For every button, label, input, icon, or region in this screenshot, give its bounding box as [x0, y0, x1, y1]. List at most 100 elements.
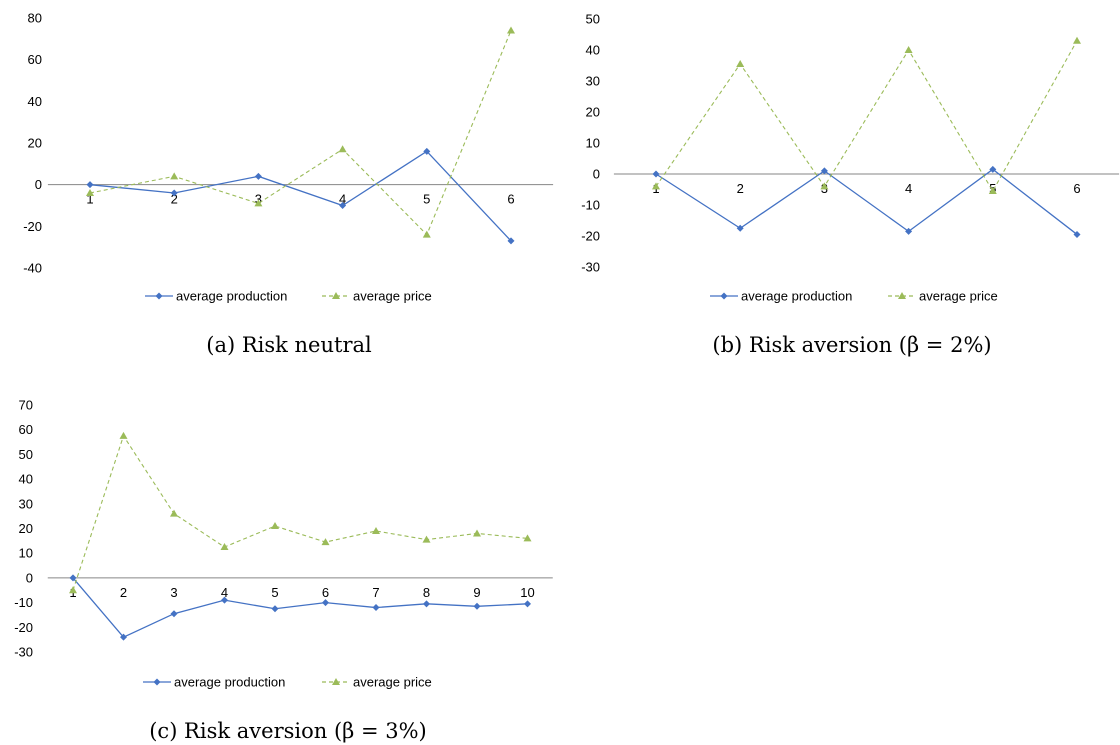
data-point-production — [507, 237, 515, 245]
data-point-production — [1073, 230, 1081, 238]
series-line-price — [89, 30, 512, 236]
y-tick-label: -20 — [581, 229, 600, 244]
legend-label: average production — [176, 289, 287, 304]
data-point-production — [473, 602, 481, 610]
data-point-production — [69, 574, 77, 582]
legend-marker — [332, 292, 340, 299]
series-line-production — [72, 577, 528, 638]
data-point-price — [473, 529, 481, 537]
data-point-price — [372, 526, 380, 534]
x-tick-label: 2 — [737, 181, 744, 196]
y-tick-label: 70 — [19, 398, 33, 413]
data-point-production — [170, 610, 178, 618]
data-point-price — [119, 431, 128, 439]
x-tick-label: 5 — [271, 585, 278, 600]
data-point-production — [423, 147, 431, 155]
legend-item-production: average production — [145, 289, 287, 304]
data-point-price — [422, 535, 431, 543]
chart-panel-1: 80 60 40 20 0 -20 -40 1 2 3 4 5 6 average production a… — [23, 11, 554, 357]
data-point-price — [820, 182, 829, 190]
x-tick-label: 6 — [507, 192, 514, 207]
y-tick-label: -30 — [14, 645, 33, 660]
data-point-production — [339, 202, 347, 209]
y-tick-label: 60 — [19, 422, 33, 437]
y-tick-label: 20 — [586, 105, 600, 120]
data-point-production — [989, 165, 997, 173]
x-tick-label: 7 — [372, 585, 379, 600]
x-tick-label: 8 — [423, 585, 430, 600]
y-tick-label: 10 — [19, 546, 33, 561]
data-point-price — [86, 189, 94, 196]
data-point-production — [170, 189, 178, 197]
legend-label: average production — [741, 289, 852, 304]
chart-caption: (a) Risk neutral — [206, 333, 372, 357]
legend-item-production: average production — [710, 289, 852, 304]
y-tick-label: -10 — [581, 198, 600, 213]
series-line-price — [655, 40, 1078, 193]
data-point-price — [736, 59, 745, 67]
data-point-production — [652, 170, 660, 178]
y-tick-label: -20 — [23, 219, 42, 234]
data-point-production — [423, 600, 430, 608]
legend-label: average production — [174, 675, 285, 690]
data-point-price — [652, 182, 660, 190]
y-tick-label: -40 — [23, 261, 42, 276]
x-tick-label: 4 — [339, 192, 346, 207]
y-tick-label: 20 — [28, 136, 42, 151]
y-tick-label: -30 — [581, 260, 600, 275]
data-point-price — [338, 145, 347, 153]
x-tick-label: 6 — [1073, 181, 1080, 196]
y-tick-label: 80 — [28, 11, 42, 26]
x-tick-label: 10 — [520, 585, 534, 600]
data-point-production — [524, 600, 531, 608]
legend-item-price: average price — [322, 675, 432, 690]
data-point-price — [904, 46, 913, 53]
data-point-production — [120, 633, 127, 641]
y-tick-label: 20 — [19, 521, 33, 536]
x-tick-label: 6 — [322, 585, 329, 600]
data-point-price — [170, 172, 179, 180]
y-tick-label: 40 — [28, 94, 42, 109]
x-tick-label: 9 — [473, 585, 480, 600]
y-tick-label: 40 — [586, 43, 600, 58]
x-tick-label: 4 — [221, 585, 228, 600]
legend-marker — [332, 678, 340, 685]
data-point-production — [736, 224, 744, 232]
legend-marker — [155, 292, 163, 300]
data-point-production — [820, 167, 828, 175]
y-tick-label: -10 — [14, 595, 33, 610]
y-tick-label: 50 — [586, 12, 600, 27]
data-point-price — [523, 534, 532, 542]
data-point-price — [507, 26, 515, 34]
chart-panel-3: 706050403020100-10-20-3012345678910avera… — [14, 398, 553, 743]
data-point-production — [86, 181, 94, 189]
x-tick-label: 3 — [170, 585, 177, 600]
data-point-price — [271, 522, 279, 530]
legend-item-production: average production — [143, 675, 285, 690]
y-tick-label: 0 — [35, 177, 42, 192]
legend-label: average price — [353, 289, 432, 304]
data-point-price — [422, 230, 431, 238]
x-tick-label: 5 — [423, 192, 430, 207]
chart-caption: (c) Risk aversion (β = 3%) — [149, 719, 427, 743]
y-tick-label: 0 — [593, 167, 600, 182]
x-tick-label: 3 — [255, 192, 262, 207]
y-tick-label: -20 — [14, 620, 33, 635]
data-point-production — [322, 599, 329, 607]
data-point-price — [1073, 36, 1081, 44]
data-point-production — [372, 604, 380, 612]
legend-item-price: average price — [322, 289, 432, 304]
data-point-production — [254, 172, 262, 180]
series-line-price — [72, 434, 528, 591]
data-point-price — [988, 187, 997, 195]
legend-marker — [153, 678, 161, 686]
x-tick-label: 1 — [86, 192, 93, 207]
data-point-production — [905, 227, 913, 235]
y-tick-label: 60 — [28, 52, 42, 67]
legend-marker — [898, 292, 906, 299]
x-tick-label: 4 — [905, 181, 912, 196]
data-point-price — [170, 509, 178, 517]
series-line-production — [655, 168, 1078, 235]
